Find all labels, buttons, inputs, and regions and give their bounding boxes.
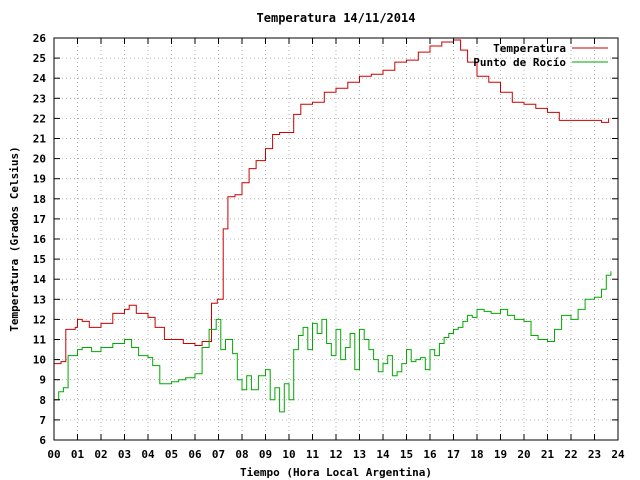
grid (54, 38, 618, 440)
x-tick-label: 00 (47, 448, 60, 461)
x-tick-label: 06 (188, 448, 202, 461)
x-axis-label: Tiempo (Hora Local Argentina) (240, 466, 432, 479)
series-layer (54, 39, 612, 413)
x-tick-label: 04 (141, 448, 155, 461)
y-tick-label: 7 (39, 414, 46, 427)
x-tick-label: 12 (329, 448, 342, 461)
x-tick-label: 21 (541, 448, 555, 461)
y-tick-label: 8 (39, 394, 46, 407)
x-tick-label: 18 (470, 448, 483, 461)
x-tick-label: 17 (447, 448, 460, 461)
y-tick-label: 9 (39, 374, 46, 387)
legend-label-1: Punto de Rocío (473, 56, 566, 69)
y-tick-label: 26 (33, 32, 47, 45)
x-tick-label: 20 (517, 448, 530, 461)
x-tick-label: 01 (71, 448, 85, 461)
y-tick-label: 10 (33, 354, 46, 367)
y-tick-label: 11 (33, 334, 47, 347)
x-tick-label: 10 (282, 448, 295, 461)
y-tick-label: 16 (33, 233, 47, 246)
x-tick-label: 16 (423, 448, 437, 461)
y-tick-label: 13 (33, 293, 46, 306)
y-tick-label: 21 (33, 133, 47, 146)
y-tick-label: 20 (33, 153, 46, 166)
y-tick-label: 18 (33, 193, 46, 206)
x-tick-label: 15 (400, 448, 413, 461)
series-line-0 (54, 39, 610, 365)
y-tick-label: 22 (33, 112, 46, 125)
axis-ticks: 6 7 8 9 10 11 12 13 14 15 16 17 18 19 20 21 22 23 24 25 26 00… (33, 32, 625, 461)
x-tick-label: 05 (165, 448, 178, 461)
x-tick-label: 08 (235, 448, 248, 461)
series-line-1 (54, 271, 612, 413)
x-tick-label: 19 (494, 448, 507, 461)
legend-label-0: Temperatura (493, 42, 566, 55)
x-tick-label: 11 (306, 448, 320, 461)
x-tick-label: 03 (118, 448, 131, 461)
y-tick-label: 17 (33, 213, 46, 226)
y-tick-label: 19 (33, 173, 46, 186)
y-tick-label: 23 (33, 92, 46, 105)
y-tick-label: 12 (33, 313, 46, 326)
x-tick-label: 07 (212, 448, 225, 461)
x-tick-label: 13 (353, 448, 366, 461)
chart-title: Temperatura 14/11/2014 (257, 11, 416, 25)
x-tick-label: 09 (259, 448, 272, 461)
x-tick-label: 24 (611, 448, 625, 461)
x-tick-label: 02 (94, 448, 107, 461)
y-axis-label: Temperatura (Grados Celsius) (8, 146, 21, 331)
y-tick-label: 25 (33, 52, 46, 65)
x-tick-label: 22 (564, 448, 577, 461)
x-tick-label: 23 (588, 448, 601, 461)
x-tick-label: 14 (376, 448, 390, 461)
y-tick-label: 14 (33, 273, 47, 286)
y-tick-label: 24 (33, 72, 47, 85)
y-tick-label: 6 (39, 434, 46, 447)
y-tick-label: 15 (33, 253, 46, 266)
